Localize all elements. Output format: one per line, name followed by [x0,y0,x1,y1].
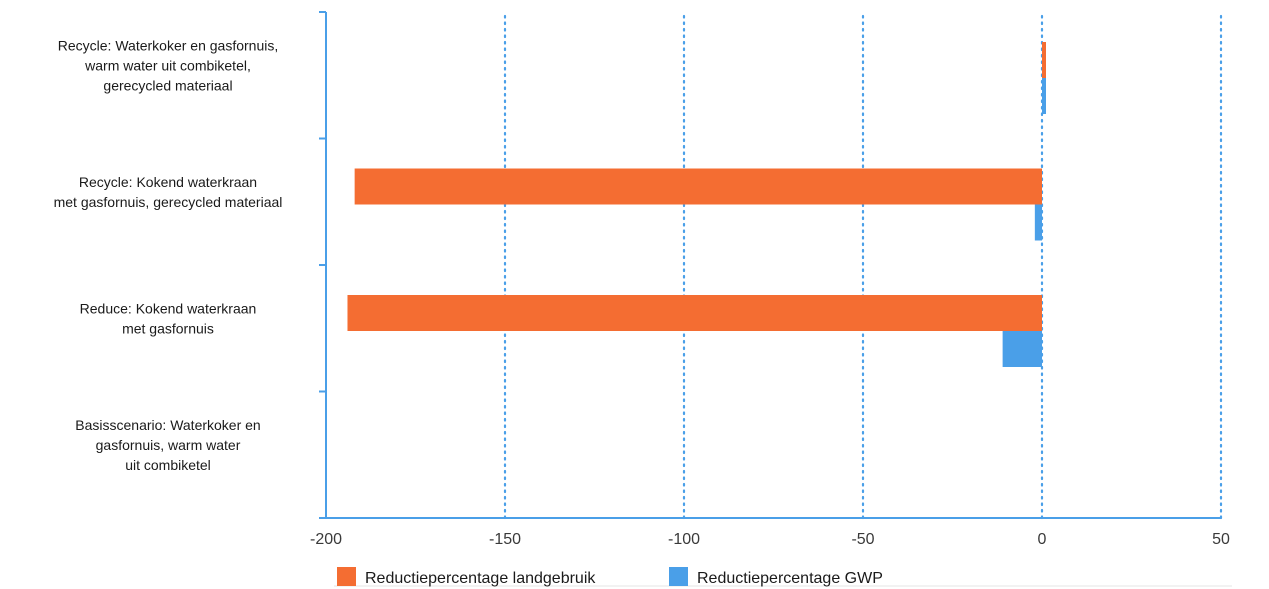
x-tick-label: 0 [1038,531,1047,548]
grid-lines [503,14,1223,520]
legend-swatch [337,567,356,586]
bar-gwp [1034,204,1042,241]
x-tick-label: 50 [1212,531,1230,548]
legend-label: Reductiepercentage landgebruik [365,570,596,587]
legend-label: Reductiepercentage GWP [697,570,883,587]
bar-landgebruik [347,295,1043,331]
category-label: Recycle: Kokend waterkraan met gasfornuis… [54,174,283,210]
legend-swatch [669,567,688,586]
category-labels: Recycle: Waterkoker en gasfornuis, warm w… [54,37,283,473]
bars [347,42,1046,367]
bar-gwp [1042,78,1046,114]
legend: Reductiepercentage landgebruik Reductiepe… [334,567,1232,587]
x-tick-label: -150 [489,531,521,548]
x-tick-label: -200 [310,531,342,548]
category-label: Basisscenario: Waterkoker en gasfornuis, … [75,417,260,473]
bar-landgebruik [354,168,1042,205]
category-label: Recycle: Waterkoker en gasfornuis, warm w… [58,37,278,93]
axes [319,11,1221,519]
category-label: Reduce: Kokend waterkraan met gasfornuis [80,300,257,336]
x-tick-label: -50 [851,531,874,548]
tick-labels: -200 -150 -100 -50 0 50 [310,531,1230,548]
bar-gwp [1002,331,1042,367]
bar-landgebruik [1042,42,1046,78]
x-tick-label: -100 [668,531,700,548]
